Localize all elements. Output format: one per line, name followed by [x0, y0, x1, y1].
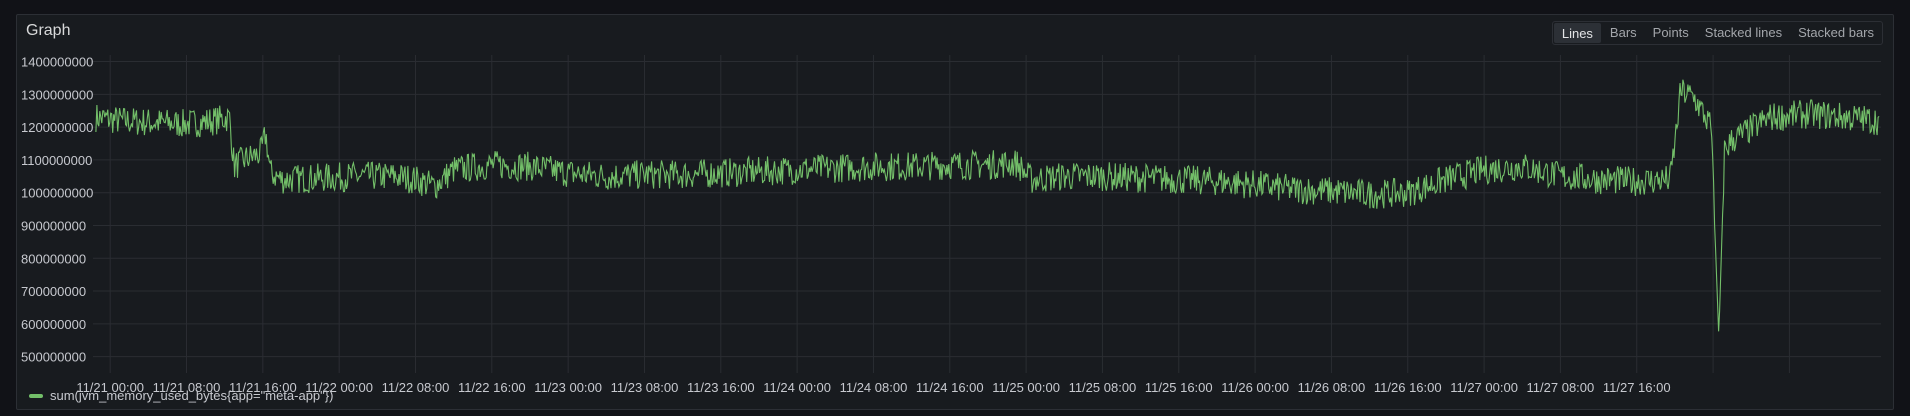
y-tick-label: 1300000000	[21, 87, 93, 102]
x-tick-label: 11/25 08:00	[1069, 380, 1137, 395]
x-tick-label: 11/22 00:00	[305, 380, 373, 395]
y-tick-label: 1400000000	[21, 55, 93, 70]
legend-swatch	[29, 393, 43, 398]
y-tick-label: 500000000	[21, 350, 86, 365]
x-tick-label: 11/27 00:00	[1450, 380, 1518, 395]
stacked-bars-option[interactable]: Stacked bars	[1798, 25, 1874, 40]
y-tick-label: 1200000000	[21, 120, 93, 135]
bars-option[interactable]: Bars	[1609, 25, 1637, 40]
y-tick-label: 1100000000	[21, 153, 92, 168]
points-option[interactable]: Points	[1652, 25, 1689, 40]
legend-label: sum(jvm_memory_used_bytes{app="meta-app"…	[50, 388, 334, 403]
y-tick-label: 800000000	[21, 251, 86, 266]
x-tick-label: 11/27 16:00	[1603, 380, 1671, 395]
y-tick-label: 1000000000	[21, 186, 93, 201]
stacked-lines-option[interactable]: Stacked lines	[1704, 25, 1783, 40]
x-tick-label: 11/26 16:00	[1374, 380, 1442, 395]
lines-option[interactable]: Lines	[1553, 23, 1601, 43]
y-tick-label: 700000000	[21, 284, 86, 299]
x-tick-label: 11/22 16:00	[458, 380, 526, 395]
x-tick-label: 11/26 08:00	[1298, 380, 1366, 395]
x-tick-label: 11/25 16:00	[1145, 380, 1213, 395]
series-line	[95, 79, 1880, 332]
line-chart: 500000000 600000000 700000000 800000000 9000…	[21, 55, 1881, 395]
legend[interactable]: sum(jvm_memory_used_bytes{app="meta-app"…	[29, 388, 333, 403]
x-tick-label: 11/24 00:00	[763, 380, 831, 395]
x-tick-label: 11/23 16:00	[687, 380, 755, 395]
x-tick-label: 11/23 08:00	[611, 380, 679, 395]
x-tick-label: 11/23 00:00	[534, 380, 602, 395]
x-tick-label: 11/27 08:00	[1527, 380, 1595, 395]
graph-panel: Graph Lines Bars Points Stacked lines St…	[16, 14, 1894, 410]
y-tick-label: 900000000	[21, 218, 86, 233]
x-tick-label: 11/25 00:00	[992, 380, 1060, 395]
x-tick-label: 11/21 08:00	[153, 380, 221, 395]
x-tick-label: 11/26 00:00	[1221, 380, 1289, 395]
panel-title: Graph	[26, 22, 71, 39]
x-tick-label: 11/21 00:00	[76, 380, 144, 395]
x-tick-label: 11/21 16:00	[229, 380, 297, 395]
x-tick-label: 11/24 16:00	[916, 380, 984, 395]
visualization-toggle: Lines Bars Points Stacked lines Stacked …	[1551, 21, 1883, 45]
y-tick-label: 600000000	[21, 317, 86, 332]
x-tick-label: 11/22 08:00	[382, 380, 450, 395]
x-tick-label: 11/24 08:00	[840, 380, 908, 395]
